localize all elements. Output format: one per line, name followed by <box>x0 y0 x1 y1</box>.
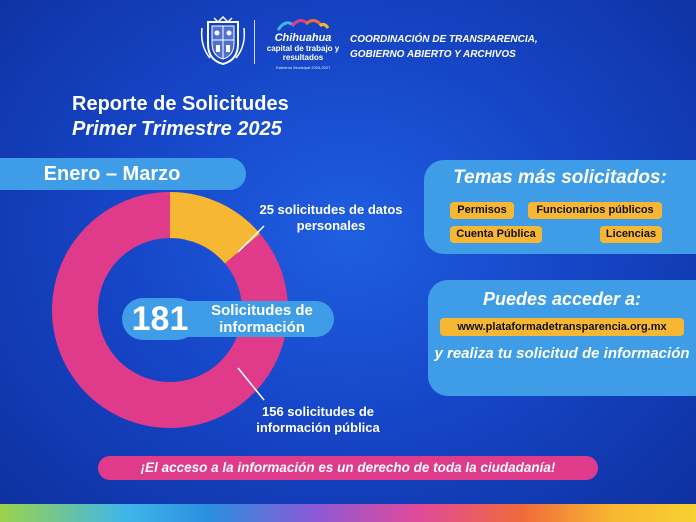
footer-color-bar <box>0 504 696 522</box>
total-requests-value: 181 <box>131 300 189 338</box>
leader-line-personal <box>237 225 265 253</box>
city-brand-logo: Chihuahua capital de trabajo y resultado… <box>262 16 344 72</box>
header: Chihuahua capital de trabajo y resultado… <box>200 16 540 72</box>
header-divider <box>254 20 255 64</box>
total-requests-label: Solicitudes de información <box>211 302 313 336</box>
office-line-2: GOBIERNO ABIERTO Y ARCHIVOS <box>350 49 516 60</box>
topic-tag-permisos: Permisos <box>450 202 514 219</box>
access-panel: Puedes acceder a: www.plataformadetransp… <box>428 280 696 396</box>
callout-public-info: 156 solicitudes de información pública <box>256 404 380 435</box>
transparency-platform-link[interactable]: www.plataformadetransparencia.org.mx <box>440 318 684 336</box>
total-badge: 181 Solicitudes de información <box>122 298 334 340</box>
brand-slogan: capital de trabajo y resultados <box>266 44 340 62</box>
access-call-to-action: y realiza tu solicitud de información <box>434 345 690 362</box>
topics-panel: Temas más solicitados: Permisos Funciona… <box>424 160 696 254</box>
topic-tag-licencias: Licencias <box>600 226 662 243</box>
leader-line-public <box>237 367 265 401</box>
donut-slice-0 <box>169 192 261 265</box>
report-title: Reporte de Solicitudes <box>72 93 289 115</box>
brand-city: Chihuahua <box>274 32 332 44</box>
topics-title: Temas más solicitados: <box>453 167 667 188</box>
office-name: COORDINACIÓN DE TRANSPARENCIA, GOBIERNO … <box>350 32 540 62</box>
footer-banner: ¡El acceso a la información es un derech… <box>98 456 598 480</box>
coat-of-arms-logo <box>200 16 246 66</box>
topic-tag-funcionarios: Funcionarios públicos <box>528 202 662 219</box>
period-pill: Enero – Marzo <box>0 158 246 190</box>
total-circle: 181 <box>122 298 198 340</box>
brand-period: Gobierno Municipal 2024-2027 <box>275 65 331 70</box>
period-label: Enero – Marzo <box>43 163 181 185</box>
topic-tag-cuenta-publica: Cuenta Pública <box>450 226 542 243</box>
report-subtitle: Primer Trimestre 2025 <box>72 118 282 140</box>
callout-personal-data: 25 solicitudes de datos personales <box>259 202 403 233</box>
access-title: Puedes acceder a: <box>482 289 642 309</box>
total-label-pill <box>188 301 334 337</box>
brand-waves-icon <box>276 19 330 31</box>
office-line-1: COORDINACIÓN DE TRANSPARENCIA, <box>350 34 538 45</box>
